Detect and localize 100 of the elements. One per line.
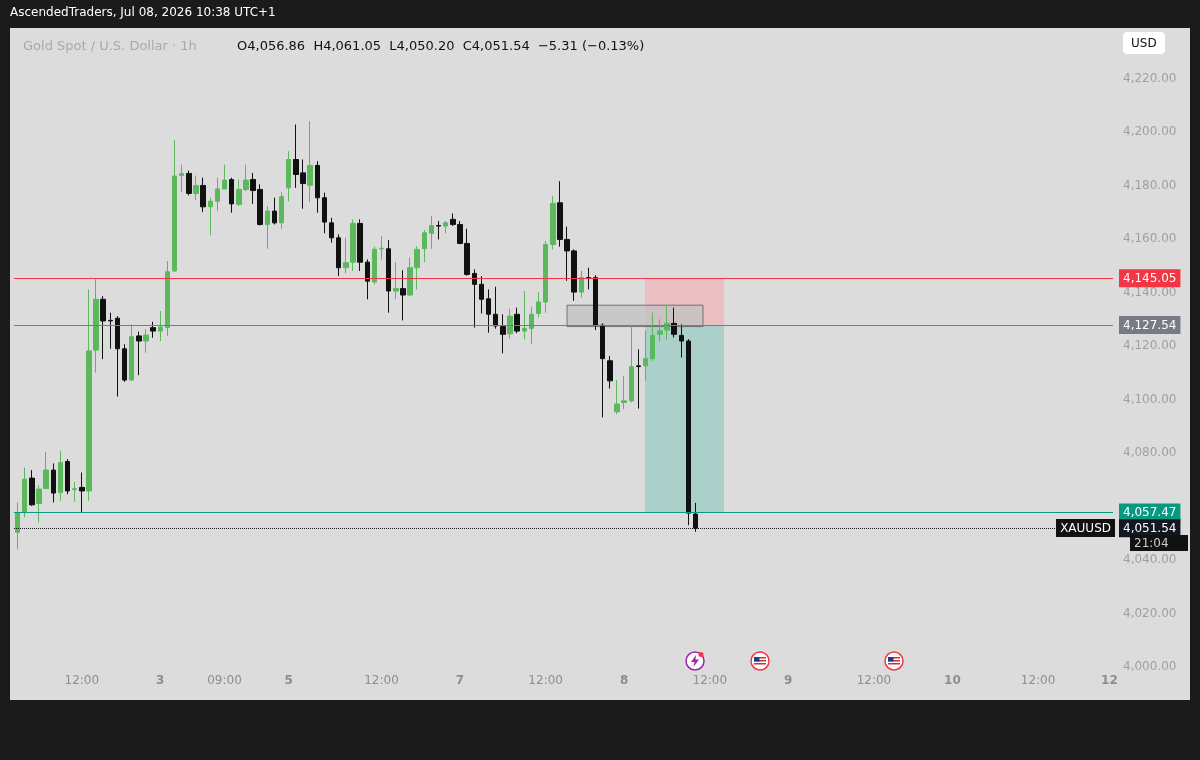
candlestick bbox=[200, 177, 206, 213]
text: 21:04 bbox=[1130, 535, 1188, 552]
candlestick bbox=[51, 462, 56, 503]
y-tick-label: 4,120.00 bbox=[1123, 338, 1177, 353]
candlestick bbox=[279, 191, 284, 230]
candlestick bbox=[607, 355, 613, 390]
candlestick bbox=[429, 215, 434, 250]
candlestick bbox=[15, 501, 20, 550]
candlestick bbox=[165, 260, 170, 337]
candlestick bbox=[500, 313, 506, 354]
x-tick-label: 10 bbox=[944, 673, 961, 687]
chart-subtitle: O4,056.86 H4,061.05 L4,050.20 C4,051.54 −5.31 (−0.13%) bbox=[237, 38, 645, 53]
x-tick-label: 5 bbox=[284, 673, 293, 687]
candlestick bbox=[629, 325, 634, 403]
x-tick-label: 3 bbox=[156, 673, 165, 687]
candlestick bbox=[507, 308, 513, 340]
candlestick bbox=[643, 330, 648, 382]
candlestick bbox=[322, 192, 327, 234]
x-tick-label: 8 bbox=[619, 673, 629, 687]
x-tick-label: 12:00 bbox=[1020, 673, 1056, 687]
candlestick bbox=[443, 220, 448, 234]
candlestick bbox=[272, 197, 277, 225]
candlestick bbox=[679, 323, 684, 359]
candlestick bbox=[593, 274, 598, 331]
candlestick bbox=[686, 338, 691, 526]
x-tick-label: 12:00 bbox=[64, 673, 100, 687]
candlestick bbox=[379, 235, 384, 260]
candlestick bbox=[29, 469, 35, 507]
candlestick bbox=[586, 267, 591, 290]
candlestick bbox=[108, 312, 113, 350]
candlestick bbox=[100, 295, 106, 360]
x-tick-label: 12:00 bbox=[692, 673, 728, 687]
candlestick bbox=[122, 343, 127, 383]
candlestick bbox=[72, 481, 77, 503]
candlestick bbox=[193, 175, 199, 201]
y-tick-label: 4,180.00 bbox=[1123, 177, 1177, 192]
candlestick bbox=[172, 139, 177, 273]
candlestick bbox=[215, 177, 220, 212]
candlestick bbox=[636, 348, 641, 410]
text: USD bbox=[1123, 32, 1165, 54]
candlestick bbox=[493, 286, 498, 330]
y-tick-label: 4,160.00 bbox=[1123, 231, 1177, 246]
candlestick bbox=[136, 331, 142, 376]
candlestick bbox=[208, 197, 213, 236]
candlestick bbox=[422, 229, 427, 263]
x-tick-label: 7 bbox=[455, 673, 465, 687]
annotation: XAUUSD bbox=[1056, 519, 1115, 538]
candlestick bbox=[522, 290, 527, 340]
candlestick bbox=[22, 466, 27, 518]
candlestick bbox=[336, 233, 341, 277]
candlestick bbox=[329, 217, 334, 244]
x-tick-label: 12:00 bbox=[856, 673, 892, 687]
y-tick-label: 4,040.00 bbox=[1123, 552, 1177, 567]
candlestick bbox=[579, 270, 584, 299]
y-tick-label: 4,080.00 bbox=[1123, 445, 1177, 460]
x-tick-label: 12:00 bbox=[528, 673, 563, 687]
candlestick bbox=[129, 323, 134, 382]
candlestick bbox=[600, 322, 605, 418]
x-tick-label: 9 bbox=[784, 673, 793, 687]
candlestick bbox=[614, 379, 620, 415]
candlestick bbox=[150, 321, 156, 339]
x-tick-label: 12 bbox=[1101, 673, 1118, 687]
candlestick bbox=[400, 269, 406, 321]
candlestick bbox=[229, 177, 234, 214]
candlestick bbox=[286, 150, 291, 202]
candlestick bbox=[514, 307, 520, 334]
candlestick bbox=[543, 240, 548, 314]
text: AscendedTraders, Jul 08, 2026 10:38 UTC+1 bbox=[10, 5, 276, 19]
candlestick bbox=[79, 471, 85, 514]
y-tick-label: 4,200.00 bbox=[1123, 124, 1177, 139]
candlestick bbox=[115, 315, 120, 398]
y-tick-label: 4,000.00 bbox=[1123, 659, 1177, 673]
candlestick bbox=[58, 450, 63, 502]
ref-line-label: 4,145.05 bbox=[1123, 271, 1177, 286]
ref-line-label: 4,057.47 bbox=[1123, 505, 1177, 520]
y-tick-label: 4,220.00 bbox=[1123, 71, 1177, 85]
candlestick bbox=[65, 458, 70, 495]
candlestick bbox=[222, 164, 227, 190]
candlestick bbox=[393, 261, 399, 300]
candlestick bbox=[179, 164, 184, 193]
candlestick bbox=[529, 306, 534, 345]
ref-line-label: 4,127.54 bbox=[1123, 318, 1177, 333]
candlestick bbox=[472, 268, 477, 329]
candlestick bbox=[671, 307, 677, 339]
y-tick-label: 4,020.00 bbox=[1123, 605, 1177, 620]
candlestick bbox=[386, 239, 391, 314]
candlestick bbox=[436, 220, 441, 240]
candlestick bbox=[486, 288, 491, 334]
x-tick-label: 12:00 bbox=[364, 673, 399, 687]
candlestick bbox=[479, 275, 484, 314]
candlestick bbox=[315, 160, 320, 214]
candlestick bbox=[372, 246, 377, 285]
candlestick bbox=[307, 120, 313, 203]
candlestick bbox=[143, 328, 149, 354]
x-tick-label: 09:00 bbox=[207, 673, 242, 687]
candlestick bbox=[536, 291, 541, 318]
candlestick bbox=[265, 205, 270, 250]
candlestick bbox=[158, 310, 163, 342]
candlestick bbox=[550, 195, 556, 250]
candlestick bbox=[621, 375, 627, 410]
